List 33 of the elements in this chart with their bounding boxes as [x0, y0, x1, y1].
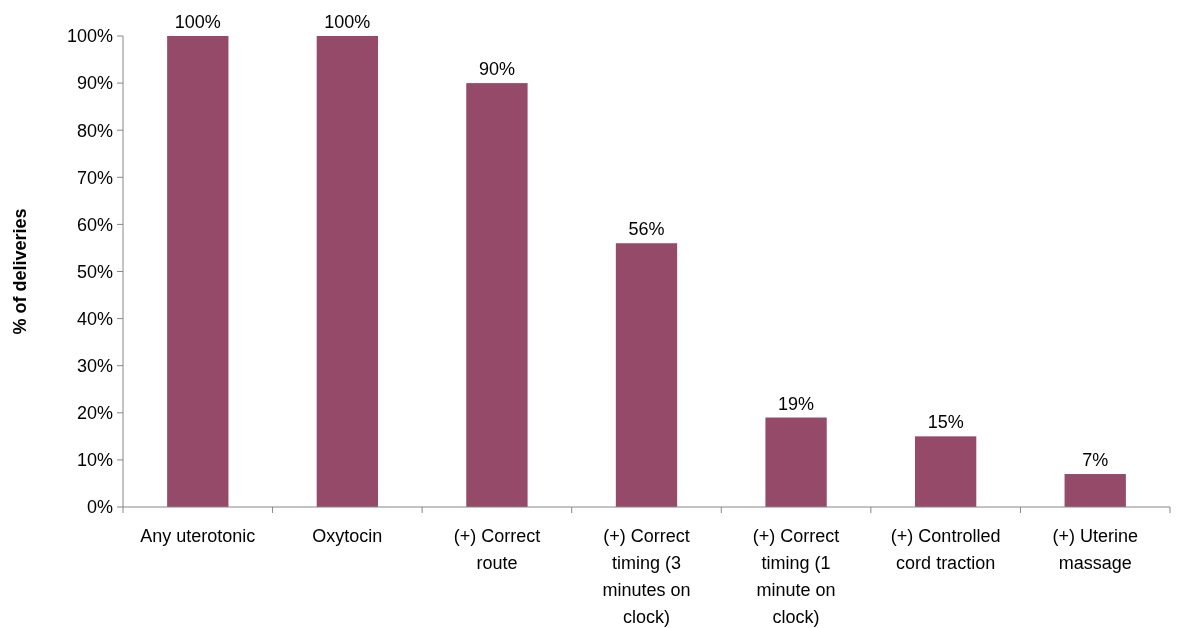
y-tick-label: 50%	[76, 261, 113, 282]
y-tick-label: 10%	[76, 450, 113, 471]
y-tick-label: 70%	[76, 167, 113, 188]
data-label: 100%	[324, 12, 371, 32]
x-tick-label: (+) Correct timing (3 minutes on clock)	[602, 526, 691, 627]
bar	[615, 243, 678, 507]
x-tick-label: Any uterotonic	[140, 526, 256, 546]
data-label: 100%	[174, 12, 221, 32]
data-label: 7%	[1082, 450, 1109, 471]
x-tick-label: Oxytocin	[312, 526, 383, 546]
y-tick-label: 60%	[76, 214, 113, 235]
data-label: 56%	[628, 219, 665, 240]
y-tick-label: 100%	[66, 26, 113, 47]
y-axis-title: % of deliveries	[10, 208, 30, 335]
bar	[914, 436, 977, 507]
bar	[167, 36, 229, 507]
x-tick-label: (+) Correct timing (1 minute on clock)	[752, 526, 840, 627]
bar	[1064, 474, 1126, 507]
y-tick-label: 0%	[86, 497, 113, 518]
bar	[316, 36, 379, 507]
x-tick-label: (+) Correct route	[453, 526, 541, 573]
data-label: 90%	[478, 59, 515, 80]
y-tick-label: 90%	[76, 73, 113, 94]
bar	[466, 83, 528, 507]
data-label: 15%	[927, 412, 964, 433]
y-tick-label: 20%	[76, 403, 113, 424]
y-tick-label: 80%	[76, 120, 113, 141]
data-label: 19%	[778, 393, 815, 414]
y-tick-label: 40%	[76, 308, 113, 329]
y-tick-label: 30%	[76, 356, 113, 376]
bar	[765, 417, 827, 507]
x-tick-label: (+) Controlled cord traction	[890, 526, 1001, 573]
x-tick-label: (+) Uterine massage	[1052, 526, 1138, 573]
